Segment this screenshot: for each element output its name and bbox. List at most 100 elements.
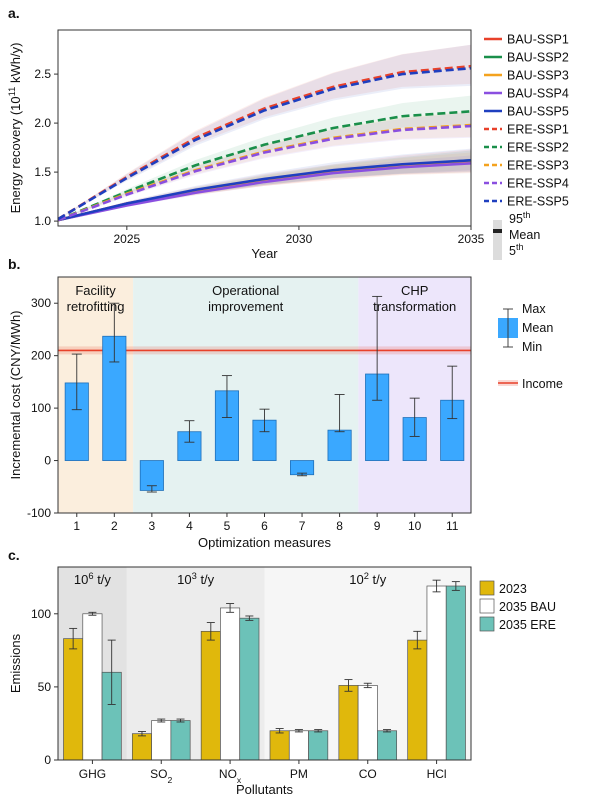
x-tick-label: GHG: [79, 767, 106, 781]
region-label: CHP: [401, 283, 428, 298]
x-tick-label: 9: [374, 519, 381, 533]
band-legend-bottom: 5th: [509, 242, 523, 258]
x-axis-title: Optimization measures: [198, 535, 331, 550]
x-tick-label: 5: [224, 519, 231, 533]
band-ere-ssp4: [58, 112, 471, 221]
legend-label-bau-ssp4: BAU-SSP4: [507, 87, 569, 101]
band-ere-ssp2: [58, 95, 471, 221]
text-span: t/y: [94, 572, 112, 587]
legend-swatch-2023: [479, 580, 495, 596]
y-tick-label: 100: [31, 401, 51, 415]
bar-no-2023: [200, 630, 221, 761]
region-label: 106 t/y: [74, 571, 112, 587]
band-legend-mean: [493, 229, 502, 233]
text-span: GHG: [79, 767, 106, 781]
band-legend-top: 95th: [509, 210, 530, 226]
legend-label-ere-ssp1: ERE-SSP1: [507, 123, 569, 137]
y-tick-label: 50: [38, 680, 52, 694]
legend-swatch-2035-ere: [479, 616, 495, 632]
y-axis-title: Incremental cost (CNY/MWh): [8, 310, 23, 479]
text-span: SO: [150, 767, 167, 781]
superscript: 11: [7, 87, 17, 97]
legend-label-2035-ere: 2035 ERE: [499, 618, 556, 632]
region-label: improvement: [208, 299, 284, 314]
panel-label-b: b.: [8, 256, 20, 272]
legend-label-bau-ssp1: BAU-SSP1: [507, 33, 569, 47]
panel-label-a: a.: [8, 5, 20, 21]
text-span: 5: [509, 244, 516, 258]
x-tick-label: 3: [149, 519, 156, 533]
bar-ghg-2023: [63, 638, 84, 761]
text-span: PM: [290, 767, 308, 781]
text-span: 10: [349, 572, 363, 587]
legend-label-max: Max: [522, 302, 546, 316]
x-tick-label: NOx: [219, 767, 242, 785]
y-tick-label: 2.5: [34, 67, 51, 81]
superscript: th: [523, 210, 531, 220]
x-tick-label: 2030: [286, 232, 313, 246]
x-tick-label: SO2: [150, 767, 172, 785]
region-label: 103 t/y: [177, 571, 215, 587]
band-legend-mid: Mean: [509, 228, 540, 242]
legend-label-2023: 2023: [499, 582, 527, 596]
bar-measure-7: [290, 460, 315, 476]
bar-no-2035-bau: [220, 607, 241, 761]
series-line-bau-ssp5: [57, 159, 472, 222]
text-span: CO: [359, 767, 377, 781]
band-ere-ssp5: [58, 44, 471, 220]
legend-label-ere-ssp3: ERE-SSP3: [507, 159, 569, 173]
series-line-ere-ssp5: [57, 66, 472, 221]
bar-measure-8: [327, 429, 352, 461]
text-span: NO: [219, 767, 237, 781]
y-tick-label: 0: [44, 454, 51, 468]
region-label: transformation: [373, 299, 456, 314]
x-tick-label: HCl: [427, 767, 447, 781]
band-legend-range: [493, 220, 502, 260]
y-tick-label: 0: [44, 753, 51, 767]
region-label: Facility: [75, 283, 116, 298]
bar-so-2035-bau: [151, 720, 172, 761]
legend-label-min: Min: [522, 340, 542, 354]
legend-label-2035-bau: 2035 BAU: [499, 600, 556, 614]
region-label: Operational: [212, 283, 279, 298]
legend-label-ere-ssp2: ERE-SSP2: [507, 141, 569, 155]
series-line-bau-ssp4: [57, 161, 472, 222]
bar-so-2023: [131, 733, 152, 761]
bar-co-2035-bau: [357, 685, 378, 761]
y-tick-label: 2.0: [34, 116, 51, 130]
text-span: HCl: [427, 767, 447, 781]
bar-no-2035-ere: [239, 617, 260, 761]
y-tick-label: 300: [31, 296, 51, 310]
band-ere-ssp3: [58, 111, 471, 221]
text-span: 95: [509, 212, 523, 226]
panel-label-c: c.: [8, 547, 20, 563]
bar-pm-2035-ere: [308, 730, 329, 761]
superscript: 2: [364, 571, 369, 581]
legend-label-ere-ssp5: ERE-SSP5: [507, 195, 569, 209]
y-axis-title: Energy recovery (1011 kWh/y): [7, 43, 23, 214]
x-tick-label: 10: [408, 519, 422, 533]
text-span: t/y: [197, 572, 215, 587]
band-ere-ssp1: [58, 44, 471, 220]
text-span: kWh/y): [8, 43, 23, 87]
region-background: [133, 277, 359, 513]
bar-ghg-2035-bau: [82, 613, 103, 761]
y-tick-label: 1.0: [34, 214, 51, 228]
x-tick-label: PM: [290, 767, 308, 781]
y-tick-label: 100: [31, 607, 51, 621]
legend-label-mean: Mean: [522, 321, 553, 335]
x-tick-label: 6: [261, 519, 268, 533]
series-line-ere-ssp4: [57, 124, 472, 222]
plot-frame-c: [57, 566, 472, 761]
y-tick-label: -100: [27, 506, 51, 520]
text-span: 10: [177, 572, 191, 587]
y-tick-label: 1.5: [34, 165, 51, 179]
x-tick-label: 2: [111, 519, 118, 533]
x-tick-label: 8: [336, 519, 343, 533]
plot-frame-b: [57, 276, 472, 514]
superscript: x: [237, 775, 242, 785]
x-tick-label: 11: [446, 519, 459, 533]
x-tick-label: 4: [186, 519, 193, 533]
x-axis-title: Pollutants: [236, 782, 294, 797]
bar-pm-2035-bau: [288, 730, 309, 761]
